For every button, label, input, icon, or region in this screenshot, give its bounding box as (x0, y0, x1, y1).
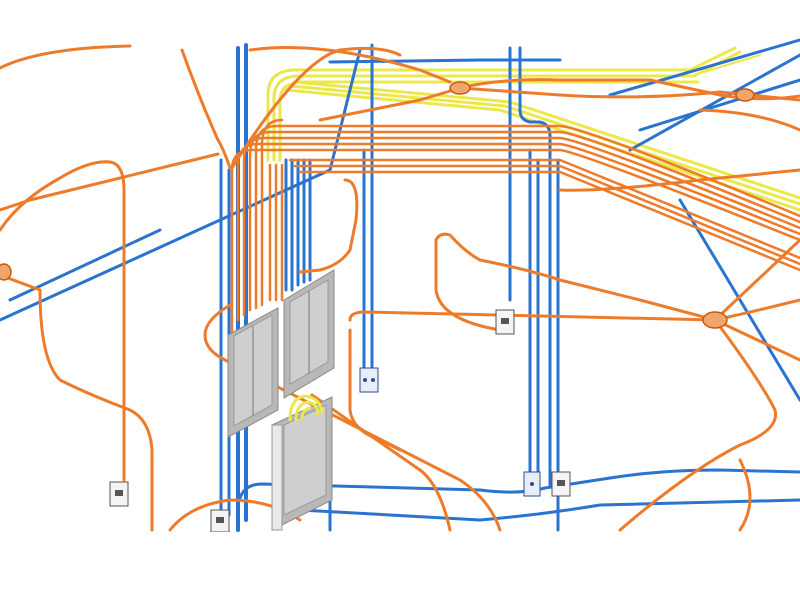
junction-box-icon (702, 311, 728, 329)
junction-box-icon (735, 88, 755, 102)
outlet-box (359, 367, 379, 393)
junction-box-icon (449, 81, 471, 95)
blue-conduit-network (0, 38, 800, 532)
orange-conduit-trunk (230, 118, 800, 342)
electrical-panel-lower (271, 396, 333, 531)
yellow-panel-feeders (288, 394, 324, 422)
junction-box-icon (0, 263, 12, 281)
outlet-box (551, 471, 571, 497)
electrical-panel-center (283, 269, 335, 399)
electrical-panel-left (227, 307, 279, 438)
outlet-box (109, 481, 129, 507)
outlet-box (210, 509, 230, 533)
outlet-box (523, 471, 541, 497)
bottom-margin (0, 532, 800, 600)
yellow-conduit-bundle (266, 46, 800, 212)
outlet-box (495, 309, 515, 335)
